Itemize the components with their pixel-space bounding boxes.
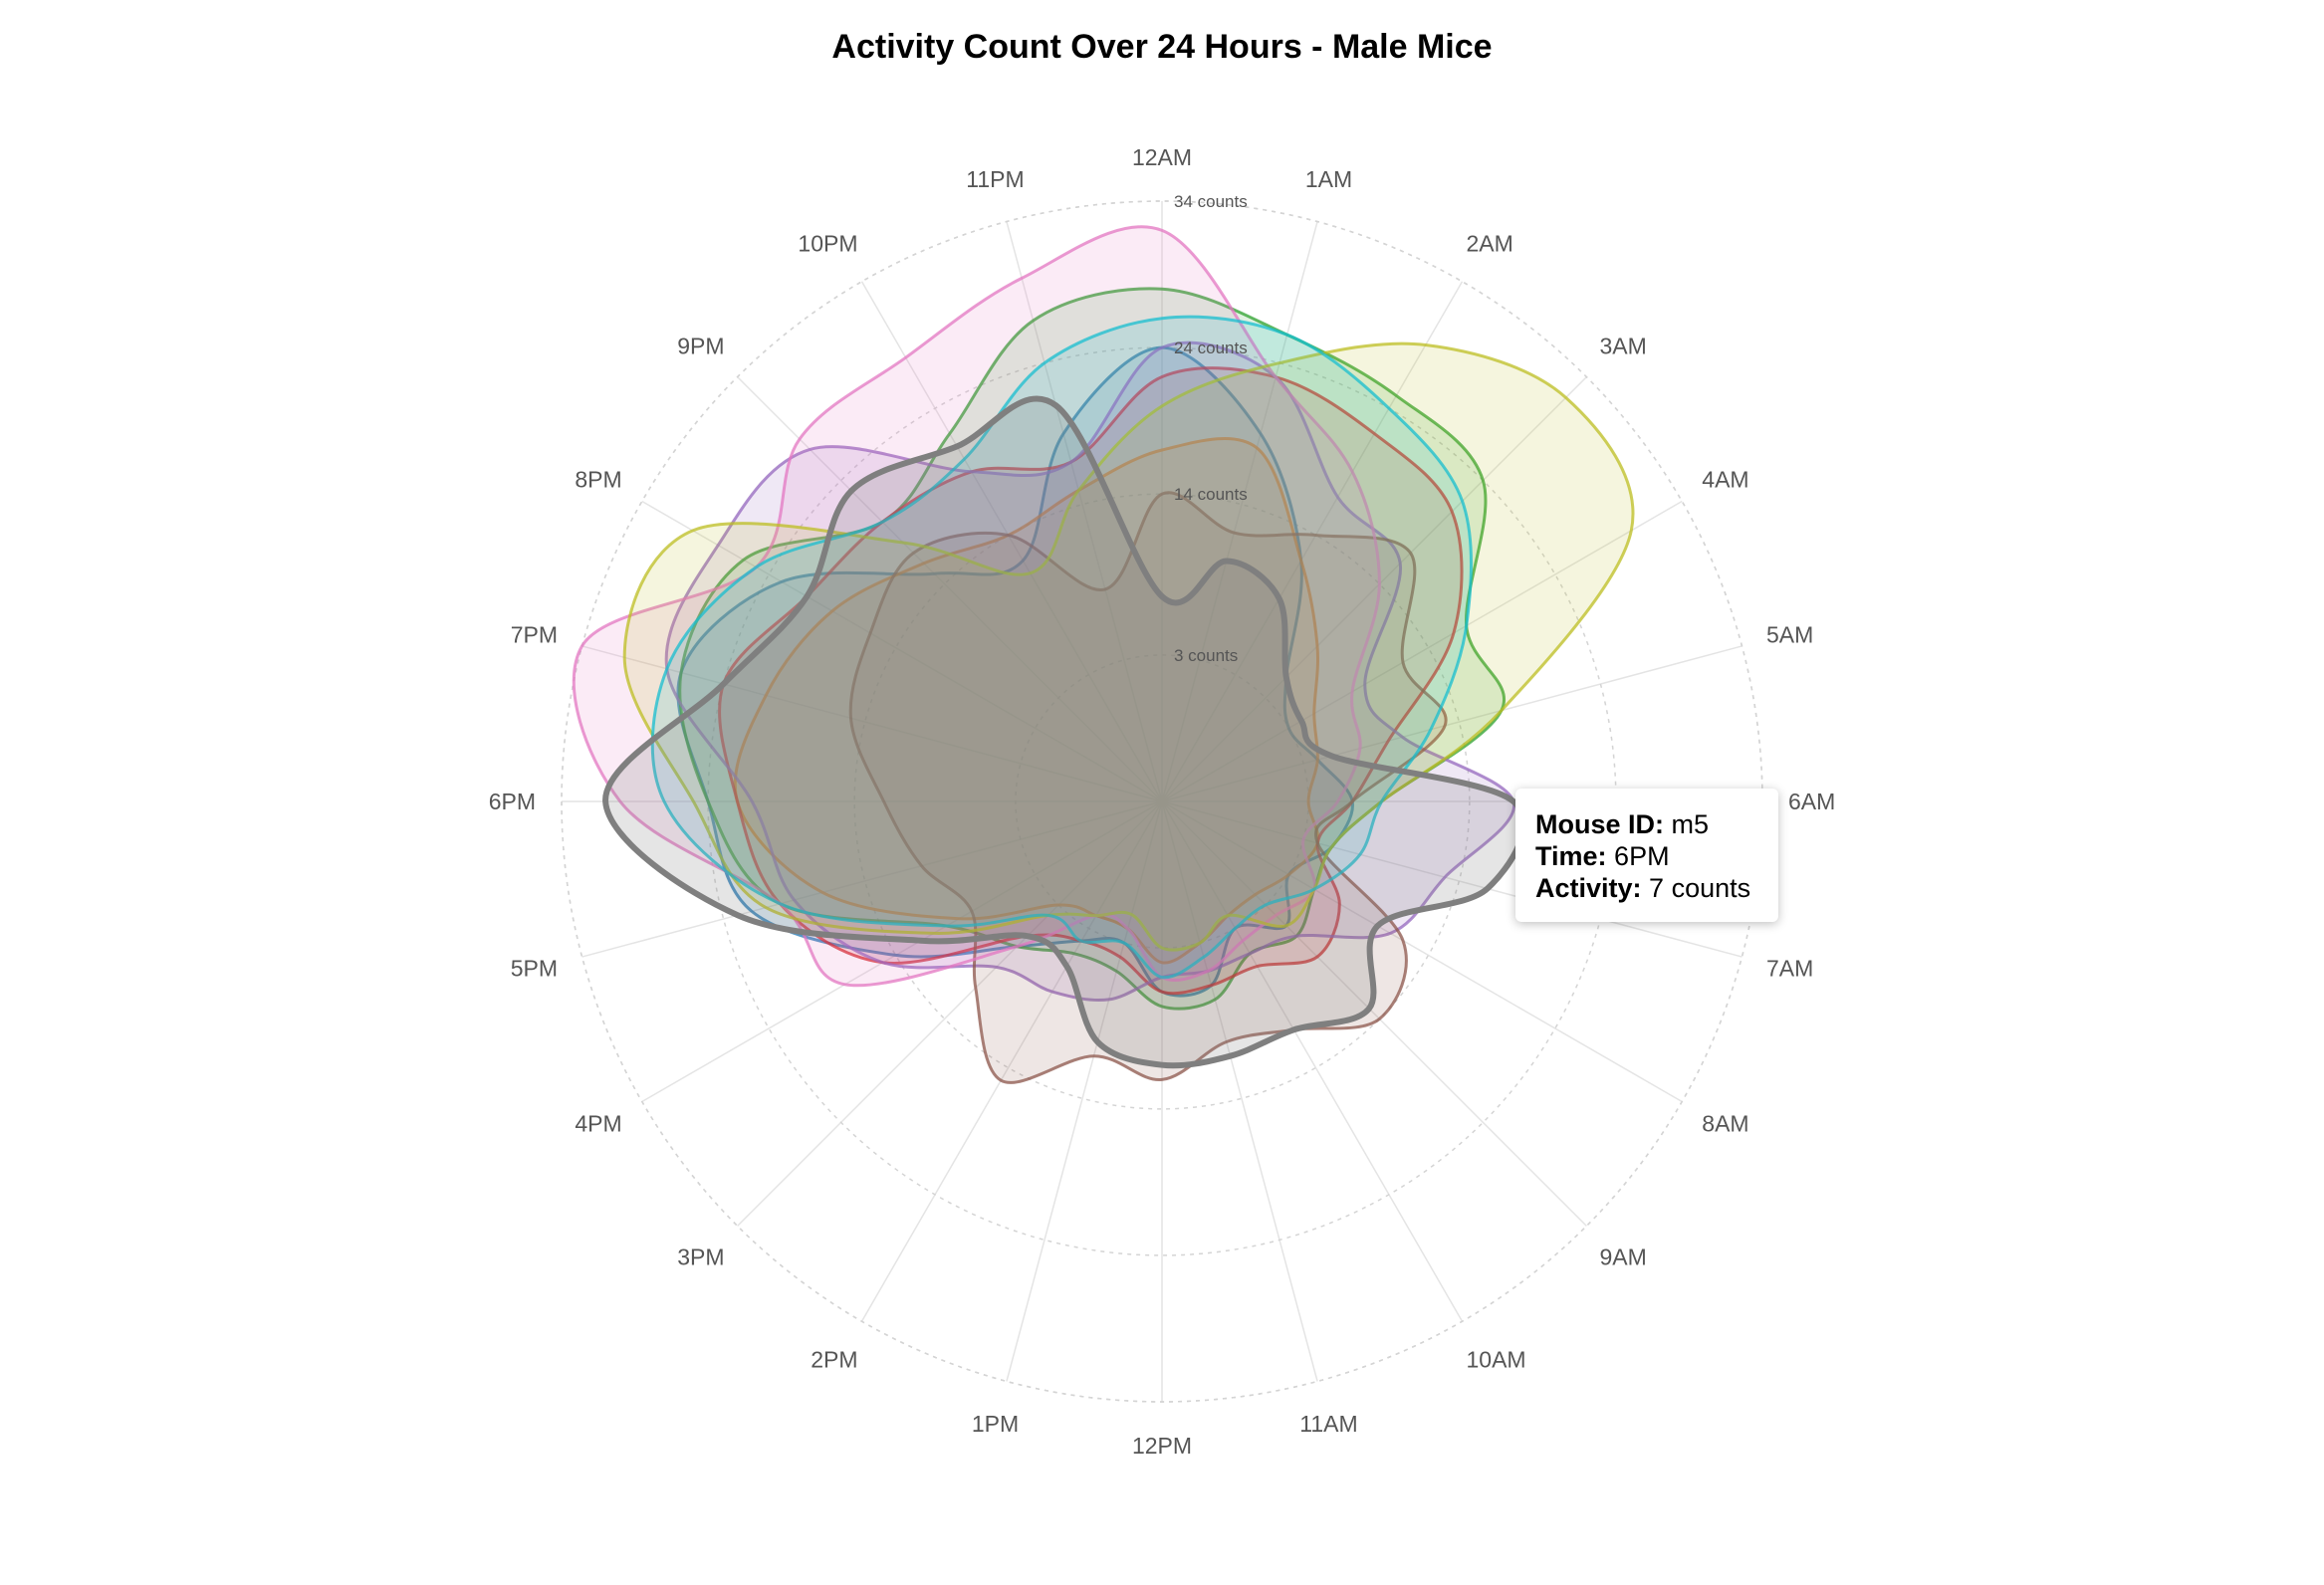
tooltip-mouse-row: Mouse ID: m5 bbox=[1535, 809, 1710, 839]
series-area-m6 bbox=[664, 340, 1515, 1002]
series-area-m4 bbox=[718, 366, 1464, 996]
radial-tick-label: 14 counts bbox=[1174, 485, 1248, 504]
spoke-line bbox=[1006, 221, 1163, 802]
series-area-m3 bbox=[678, 287, 1506, 1011]
angular-label: 10AM bbox=[1467, 1346, 1526, 1372]
angular-label: 2PM bbox=[811, 1346, 857, 1372]
spoke-line bbox=[1161, 800, 1743, 958]
spoke-line bbox=[641, 500, 1163, 802]
spoke-line bbox=[1161, 800, 1683, 1103]
spoke-line bbox=[860, 800, 1163, 1322]
angular-label: 9PM bbox=[677, 334, 724, 359]
spoke-line bbox=[581, 645, 1163, 802]
chart-title: Activity Count Over 24 Hours - Male Mice bbox=[831, 28, 1493, 66]
angular-label: 1PM bbox=[972, 1411, 1019, 1437]
angular-label: 1AM bbox=[1305, 166, 1352, 192]
spoke-line bbox=[581, 800, 1163, 958]
angular-label: 4AM bbox=[1702, 467, 1748, 493]
angular-label: 3AM bbox=[1600, 334, 1647, 359]
series-area-m5 bbox=[602, 395, 1527, 1069]
tooltip-time-value: 6PM bbox=[1614, 841, 1670, 871]
angular-label: 4PM bbox=[575, 1111, 621, 1137]
radial-tick-label: 24 counts bbox=[1174, 339, 1248, 357]
series-area-m10 bbox=[650, 315, 1473, 980]
angular-label: 8AM bbox=[1702, 1111, 1748, 1137]
spoke-line bbox=[1006, 800, 1163, 1382]
series-area-m1 bbox=[676, 345, 1354, 998]
spoke-line bbox=[1161, 800, 1464, 1322]
radial-tick-label: 3 counts bbox=[1174, 646, 1238, 665]
angular-label: 11PM bbox=[966, 166, 1024, 192]
spoke-line bbox=[1161, 800, 1318, 1382]
spoke-line bbox=[1161, 281, 1464, 802]
tooltip-time-row: Time: 6PM bbox=[1535, 841, 1670, 871]
spoke-line bbox=[641, 800, 1163, 1103]
angular-label: 5AM bbox=[1766, 622, 1813, 648]
tooltip-mouse-value: m5 bbox=[1671, 809, 1710, 839]
angular-label: 2AM bbox=[1467, 231, 1513, 257]
spoke-line bbox=[737, 376, 1163, 802]
spoke-line bbox=[737, 800, 1163, 1227]
angular-label: 9AM bbox=[1600, 1245, 1647, 1270]
hover-tooltip: Mouse ID: m5 Time: 6PM Activity: 7 count… bbox=[1515, 789, 1778, 922]
spoke-line bbox=[1161, 376, 1587, 802]
angular-label: 12AM bbox=[1132, 144, 1192, 170]
angular-label: 8PM bbox=[575, 467, 621, 493]
angular-label: 7AM bbox=[1766, 956, 1813, 982]
spoke-line bbox=[860, 281, 1163, 802]
tooltip-activity-value: 7 counts bbox=[1649, 873, 1751, 903]
angular-label: 6AM bbox=[1788, 789, 1835, 814]
angular-label: 12PM bbox=[1132, 1433, 1192, 1459]
radial-grid-ring bbox=[853, 493, 1471, 1110]
spoke-line bbox=[1161, 221, 1318, 802]
angular-label: 3PM bbox=[677, 1245, 724, 1270]
angular-label: 6PM bbox=[489, 789, 536, 814]
series-area-m9 bbox=[622, 341, 1635, 952]
spoke-line bbox=[1161, 500, 1683, 802]
angular-label: 10PM bbox=[798, 231, 857, 257]
angular-label: 5PM bbox=[511, 956, 558, 982]
series-group bbox=[572, 225, 1635, 1084]
tooltip-activity-row: Activity: 7 counts bbox=[1535, 873, 1751, 903]
angular-label: 11AM bbox=[1299, 1411, 1357, 1437]
spoke-line bbox=[1161, 645, 1743, 802]
angular-label: 7PM bbox=[511, 622, 558, 648]
spoke-line bbox=[1161, 800, 1587, 1227]
radial-tick-label: 34 counts bbox=[1174, 192, 1248, 211]
